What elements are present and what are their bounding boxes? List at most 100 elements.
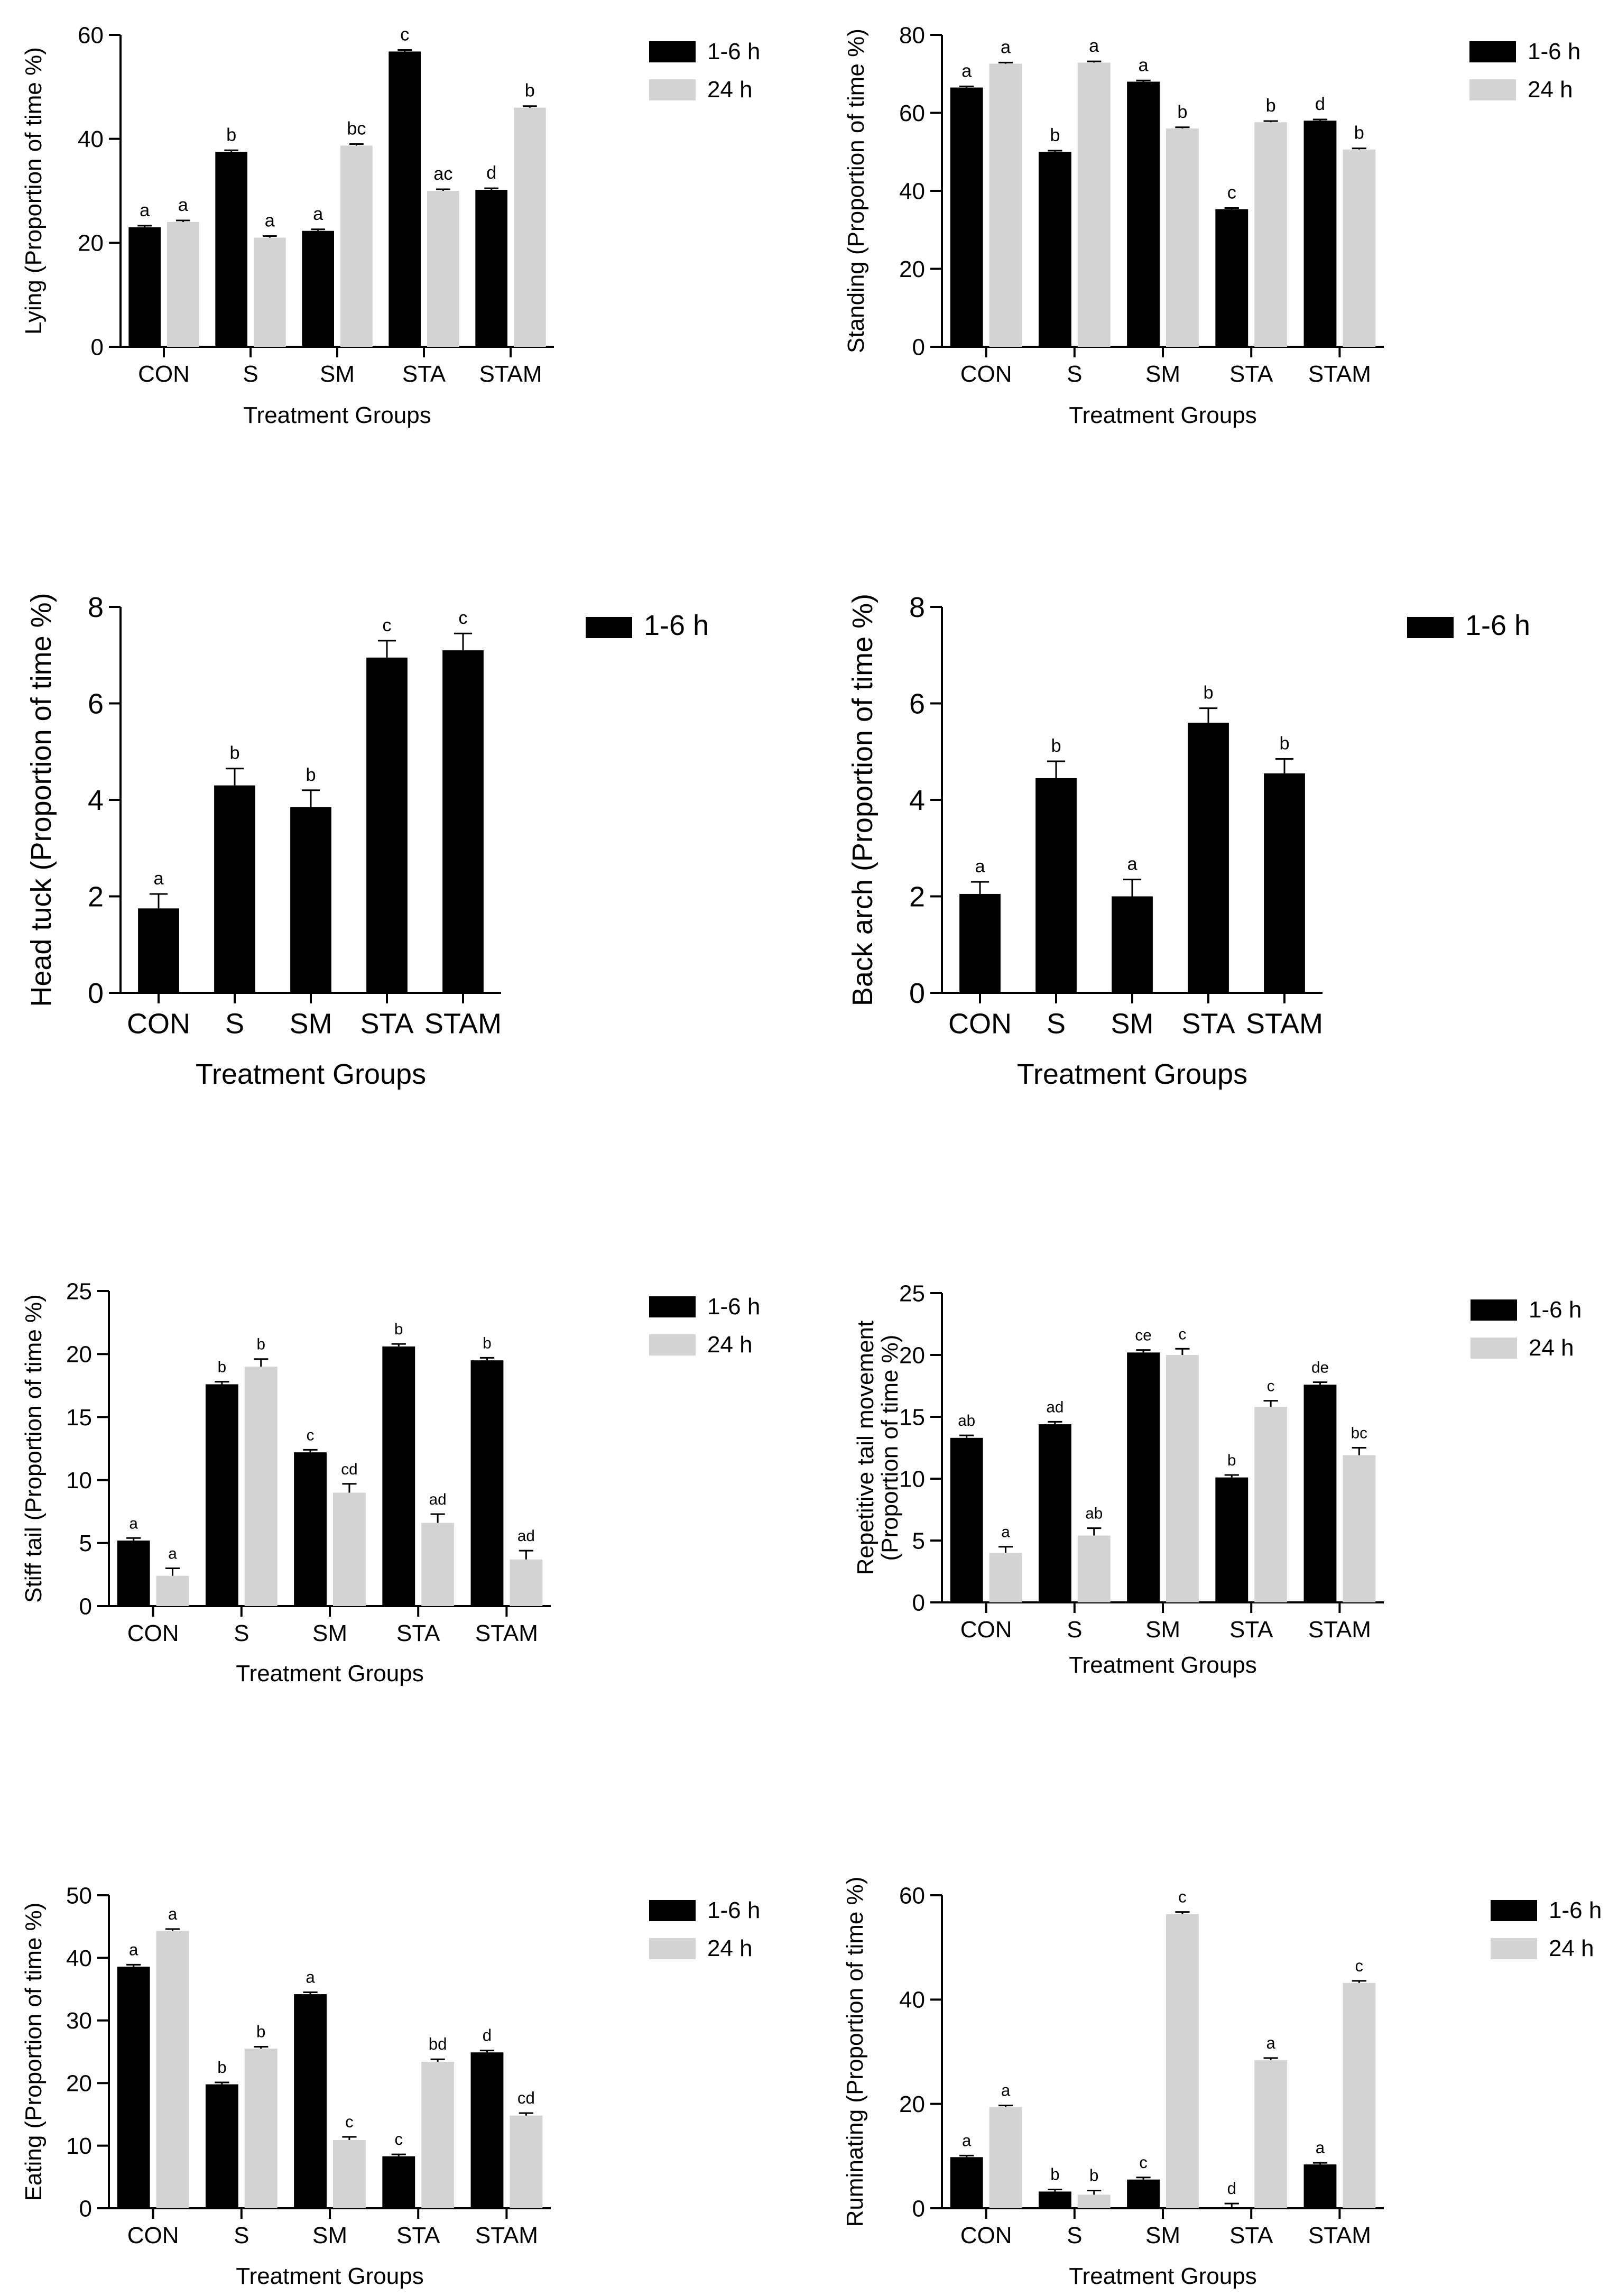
legend-label: 1-6 h — [707, 1294, 760, 1320]
y-tick-label: 30 — [66, 2008, 92, 2034]
bar — [389, 51, 421, 347]
significance-letter: d — [483, 2026, 492, 2045]
legend-label: 24 h — [707, 1332, 753, 1358]
y-tick-label: 20 — [66, 2071, 92, 2097]
y-tick-label: 0 — [912, 334, 925, 360]
significance-letter: c — [394, 2130, 403, 2149]
y-tick-label: 6 — [88, 688, 104, 720]
bar — [215, 152, 247, 347]
bar — [294, 1452, 327, 1606]
bar — [333, 2140, 366, 2208]
legend-swatch — [649, 1296, 696, 1317]
x-axis-label: Treatment Groups — [243, 402, 431, 428]
bar — [1077, 2194, 1111, 2208]
legend-label: 1-6 h — [1528, 39, 1580, 64]
x-tick-label: STA — [396, 2223, 440, 2248]
significance-letter: de — [1311, 1359, 1329, 1376]
bar — [1038, 2191, 1071, 2208]
bar — [950, 2157, 983, 2208]
x-tick-label: CON — [127, 1008, 190, 1040]
significance-letter: a — [168, 1545, 177, 1562]
bar — [470, 1360, 504, 1606]
x-tick-label: STAM — [1308, 2223, 1371, 2248]
y-axis-label: Back arch (Proportion of time %) — [847, 594, 879, 1006]
y-tick-label: 10 — [899, 1466, 925, 1492]
significance-letter: b — [483, 1334, 491, 1352]
bar — [470, 2052, 504, 2208]
bar — [442, 650, 484, 993]
y-tick-label: 60 — [899, 100, 925, 126]
legend-label: 1-6 h — [1529, 1297, 1582, 1323]
bar — [167, 222, 199, 347]
x-tick-label: STAM — [1308, 1617, 1371, 1643]
legend-swatch — [649, 1900, 696, 1921]
significance-letter: d — [1315, 94, 1325, 114]
significance-letter: b — [256, 2023, 265, 2041]
bar — [302, 230, 334, 347]
y-tick-label: 10 — [66, 1468, 92, 1493]
y-tick-label: 0 — [79, 2196, 92, 2221]
significance-letter: cd — [341, 1461, 357, 1478]
bar — [382, 2156, 415, 2208]
bar — [214, 785, 255, 993]
x-tick-label: CON — [960, 2223, 1012, 2248]
legend-label: 1-6 h — [1465, 610, 1530, 641]
y-tick-label: 40 — [899, 1987, 925, 2013]
y-tick-label: 20 — [899, 2091, 925, 2117]
bar — [156, 1575, 189, 1606]
x-tick-label: CON — [960, 1617, 1012, 1643]
bar — [950, 87, 983, 347]
x-axis-label: Treatment Groups — [1069, 1652, 1256, 1678]
x-tick-label: S — [234, 1620, 249, 1646]
bar — [1035, 778, 1077, 993]
x-tick-label: STAM — [475, 1620, 538, 1646]
y-tick-label: 0 — [909, 978, 925, 1009]
bar — [382, 1346, 415, 1606]
bar — [1038, 1424, 1071, 1602]
x-tick-label: STAM — [479, 361, 542, 387]
x-axis-label: Treatment Groups — [236, 1661, 423, 1686]
bar — [989, 1553, 1022, 1602]
y-tick-label: 5 — [912, 1528, 925, 1554]
significance-letter: b — [1203, 683, 1213, 703]
y-axis-label: Standing (Proportion of time %) — [843, 29, 869, 353]
y-tick-label: 20 — [899, 256, 925, 282]
x-tick-label: SM — [312, 1620, 347, 1646]
bar — [514, 107, 546, 347]
y-tick-label: 8 — [88, 592, 104, 623]
bar — [1215, 1477, 1249, 1602]
y-axis-label: Repetitive tail movement — [853, 1321, 879, 1575]
legend-swatch — [1407, 617, 1454, 638]
x-tick-label: STAM — [1308, 361, 1371, 387]
x-tick-label: STA — [396, 1620, 440, 1646]
y-tick-label: 2 — [909, 881, 925, 912]
bar — [117, 1541, 150, 1606]
x-tick-label: STA — [1229, 361, 1273, 387]
bar — [244, 1367, 278, 1606]
significance-letter: a — [1001, 2081, 1011, 2100]
y-tick-label: 20 — [66, 1342, 92, 1368]
bar — [117, 1966, 150, 2208]
bar — [128, 227, 161, 347]
significance-letter: b — [1227, 1452, 1236, 1469]
significance-letter: b — [1051, 736, 1061, 756]
significance-letter: a — [1001, 1524, 1010, 1541]
y-tick-label: 4 — [909, 785, 925, 816]
significance-letter: a — [129, 1515, 138, 1532]
legend-swatch — [1491, 1900, 1537, 1921]
y-tick-label: 40 — [78, 126, 104, 152]
bar — [1127, 2179, 1160, 2208]
x-axis-label: Treatment Groups — [1017, 1058, 1247, 1090]
y-axis-label: Head tuck (Proportion of time %) — [25, 593, 57, 1007]
bar — [1166, 1914, 1199, 2208]
y-tick-label: 0 — [91, 334, 104, 360]
significance-letter: c — [458, 608, 467, 628]
legend-swatch — [1491, 1938, 1537, 1959]
y-tick-label: 60 — [899, 1883, 925, 1908]
x-tick-label: STA — [360, 1008, 413, 1040]
significance-letter: a — [265, 211, 275, 231]
y-tick-label: 50 — [66, 1883, 92, 1908]
significance-letter: a — [1266, 2034, 1275, 2052]
